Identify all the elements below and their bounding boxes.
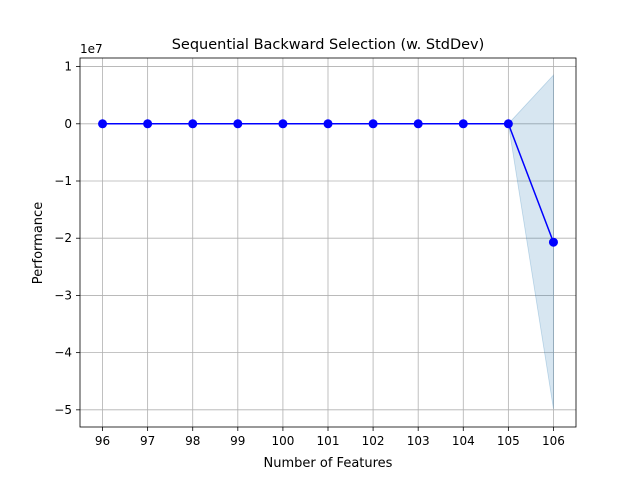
chart-title: Sequential Backward Selection (w. StdDev… bbox=[172, 37, 485, 53]
data-point bbox=[143, 119, 153, 129]
y-axis-label: Performance bbox=[31, 202, 46, 284]
x-tick-label: 101 bbox=[317, 434, 340, 448]
y-axis-multiplier-label: 1e7 bbox=[80, 42, 103, 56]
y-tick-label: −5 bbox=[54, 403, 72, 417]
y-tick-label: 1 bbox=[64, 60, 72, 74]
y-tick-label: −3 bbox=[54, 288, 72, 302]
x-tick-label: 100 bbox=[271, 434, 294, 448]
data-point bbox=[368, 119, 378, 129]
x-tick-label: 97 bbox=[140, 434, 155, 448]
y-axis-ticks: 1 0 −1 −2 −3 −4 −5 bbox=[54, 60, 80, 417]
data-point bbox=[413, 119, 423, 129]
x-tick-label: 103 bbox=[407, 434, 430, 448]
data-point bbox=[233, 119, 243, 129]
data-point bbox=[98, 119, 108, 129]
x-tick-label: 102 bbox=[362, 434, 385, 448]
y-tick-label: 0 bbox=[64, 117, 72, 131]
x-tick-label: 105 bbox=[497, 434, 520, 448]
data-point bbox=[503, 119, 513, 129]
x-tick-label: 96 bbox=[95, 434, 110, 448]
y-tick-label: −2 bbox=[54, 231, 72, 245]
x-axis-label: Number of Features bbox=[264, 456, 393, 471]
x-tick-label: 106 bbox=[542, 434, 565, 448]
y-tick-label: −1 bbox=[54, 174, 72, 188]
data-point bbox=[548, 237, 558, 247]
data-point bbox=[188, 119, 198, 129]
performance-points bbox=[98, 119, 558, 247]
x-tick-label: 98 bbox=[185, 434, 200, 448]
data-point bbox=[323, 119, 333, 129]
x-tick-label: 99 bbox=[230, 434, 245, 448]
data-point bbox=[458, 119, 468, 129]
data-point bbox=[278, 119, 288, 129]
x-axis-ticks: 96 97 98 99 100 101 102 103 104 105 106 bbox=[95, 427, 565, 448]
y-tick-label: −4 bbox=[54, 346, 72, 360]
x-tick-label: 104 bbox=[452, 434, 475, 448]
